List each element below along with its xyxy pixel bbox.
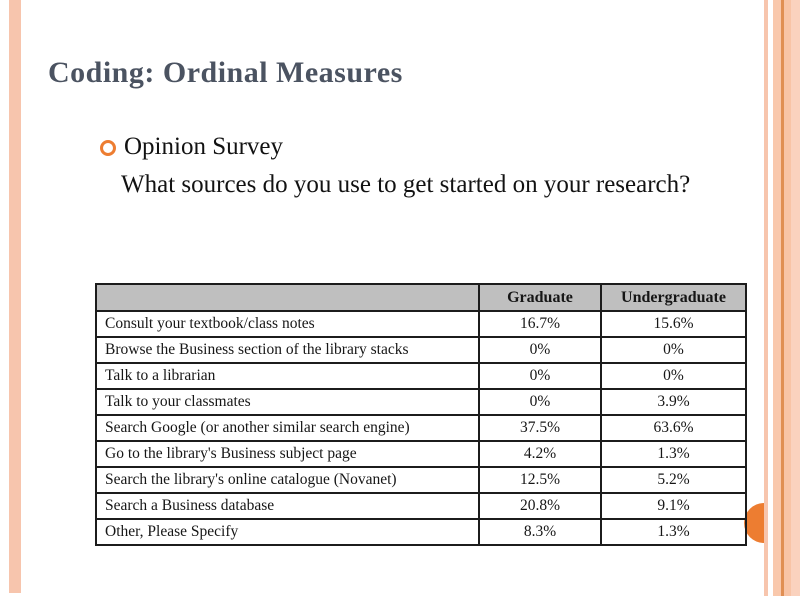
undergraduate-value-cell: 1.3%: [600, 518, 747, 546]
table-row: Talk to your classmates 0% 3.9%: [95, 388, 747, 416]
graduate-column-header: Graduate: [478, 283, 602, 312]
undergraduate-value-cell: 0%: [600, 336, 747, 364]
table-row: Search a Business database 20.8% 9.1%: [95, 492, 747, 520]
graduate-value-cell: 4.2%: [478, 440, 602, 468]
graduate-value-cell: 0%: [478, 388, 602, 416]
survey-results-table: Graduate Undergraduate Consult your text…: [95, 283, 747, 546]
table-row: Consult your textbook/class notes 16.7% 15…: [95, 310, 747, 338]
source-cell: Search Google (or another similar search…: [95, 414, 480, 442]
graduate-value-cell: 0%: [478, 362, 602, 390]
undergraduate-value-cell: 15.6%: [600, 310, 747, 338]
right-edge-stripe-band: [773, 0, 800, 596]
source-cell: Consult your textbook/class notes: [95, 310, 480, 338]
undergraduate-value-cell: 63.6%: [600, 414, 747, 442]
table-header-row: Graduate Undergraduate: [95, 283, 747, 312]
table-row: Search the library's online catalogue (N…: [95, 466, 747, 494]
graduate-value-cell: 8.3%: [478, 518, 602, 546]
bullet-ring-icon: [100, 140, 116, 156]
undergraduate-value-cell: 1.3%: [600, 440, 747, 468]
source-cell: Talk to your classmates: [95, 388, 480, 416]
undergraduate-value-cell: 0%: [600, 362, 747, 390]
graduate-value-cell: 16.7%: [478, 310, 602, 338]
source-cell: Talk to a librarian: [95, 362, 480, 390]
undergraduate-value-cell: 9.1%: [600, 492, 747, 520]
source-cell: Other, Please Specify: [95, 518, 480, 546]
table-row: Search Google (or another similar search…: [95, 414, 747, 442]
table-row: Browse the Business section of the libra…: [95, 336, 747, 364]
source-cell: Search the library's online catalogue (N…: [95, 466, 480, 494]
table-row: Go to the library's Business subject pag…: [95, 440, 747, 468]
undergraduate-column-header: Undergraduate: [600, 283, 747, 312]
half-disc-accent-icon: [744, 503, 764, 543]
graduate-value-cell: 12.5%: [478, 466, 602, 494]
source-column-header: [95, 283, 480, 312]
source-cell: Go to the library's Business subject pag…: [95, 440, 480, 468]
source-cell: Search a Business database: [95, 492, 480, 520]
survey-question: What sources do you use to get started o…: [121, 171, 691, 198]
bullet-text: Opinion Survey: [124, 133, 284, 160]
left-edge-stripe: [9, 0, 21, 593]
graduate-value-cell: 0%: [478, 336, 602, 364]
table-row: Other, Please Specify 8.3% 1.3%: [95, 518, 747, 546]
graduate-value-cell: 20.8%: [478, 492, 602, 520]
slide-title: Coding: Ordinal Measures: [48, 56, 403, 89]
graduate-value-cell: 37.5%: [478, 414, 602, 442]
table-row: Talk to a librarian 0% 0%: [95, 362, 747, 390]
source-cell: Browse the Business section of the libra…: [95, 336, 480, 364]
bullet-line: Opinion Survey: [100, 133, 283, 161]
undergraduate-value-cell: 3.9%: [600, 388, 747, 416]
undergraduate-value-cell: 5.2%: [600, 466, 747, 494]
right-edge-thin-stripe: [764, 0, 768, 596]
